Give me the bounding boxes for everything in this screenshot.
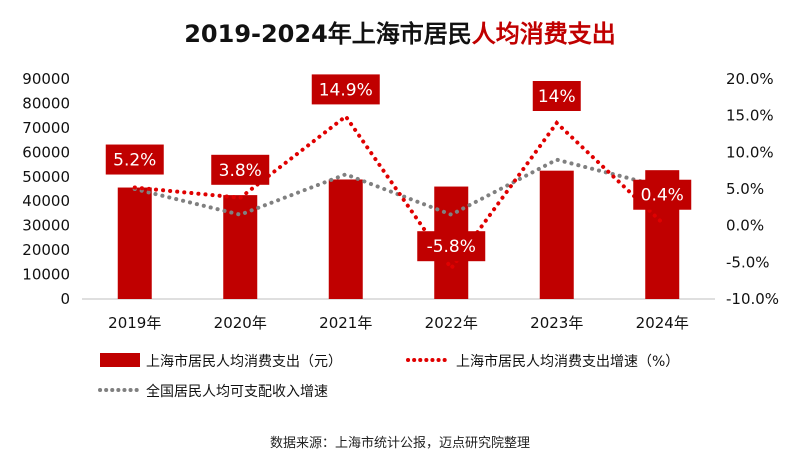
y-right-tick-label: -5.0% xyxy=(726,253,770,271)
data-label-box xyxy=(105,144,164,175)
y-left-tick-label: 40000 xyxy=(22,192,70,210)
y-left-tick-label: 90000 xyxy=(22,70,70,88)
x-tick-label: 2024年 xyxy=(636,314,689,332)
y-right-tick-label: 15.0% xyxy=(726,107,774,125)
y-right-tick-label: 5.0% xyxy=(726,180,764,198)
bar-consumption xyxy=(539,170,574,299)
legend-swatch-bar xyxy=(100,353,140,367)
y-left-tick-label: 70000 xyxy=(22,119,70,137)
data-label-box xyxy=(311,74,380,105)
bar-consumption xyxy=(117,187,152,299)
y-left-tick-label: 20000 xyxy=(22,241,70,259)
x-tick-label: 2019年 xyxy=(108,314,161,332)
data-label-growth: -5.8% xyxy=(427,237,476,257)
y-left-tick-label: 0 xyxy=(60,290,70,308)
data-label-box xyxy=(211,154,270,185)
y-right-tick-label: 0.0% xyxy=(726,217,764,235)
y-right-tick-label: -10.0% xyxy=(726,290,779,308)
y-left-tick-label: 60000 xyxy=(22,143,70,161)
data-label-growth: 5.2% xyxy=(113,151,156,171)
x-tick-label: 2020年 xyxy=(214,314,267,332)
data-label-growth: 0.4% xyxy=(641,186,684,206)
y-left-tick-label: 80000 xyxy=(22,94,70,112)
y-right-tick-label: 20.0% xyxy=(726,70,774,88)
data-label-box xyxy=(417,231,486,262)
y-left-tick-label: 50000 xyxy=(22,168,70,186)
y-left-tick-label: 10000 xyxy=(22,266,70,284)
x-tick-label: 2021年 xyxy=(319,314,372,332)
chart-title: 2019-2024年上海市居民人均消费支出 xyxy=(0,14,800,49)
x-tick-label: 2022年 xyxy=(425,314,478,332)
y-right-tick-label: 10.0% xyxy=(726,143,774,161)
chart-title-highlight: 人均消费支出 xyxy=(471,20,616,48)
data-source-note: 数据来源：上海市统计公报，迈点研究院整理 xyxy=(269,436,530,451)
legend-label-national-growth: 全国居民人均可支配收入增速 xyxy=(146,383,328,400)
y-left-tick-label: 30000 xyxy=(22,217,70,235)
bar-consumption xyxy=(223,195,258,299)
x-tick-label: 2023年 xyxy=(530,314,583,332)
data-label-growth: 3.8% xyxy=(219,161,262,181)
legend-label-shanghai-growth: 上海市居民人均消费支出增速（%） xyxy=(456,353,679,370)
legend-label-consumption: 上海市居民人均消费支出（元） xyxy=(146,353,342,370)
data-label-growth: 14% xyxy=(538,87,576,107)
line-shanghai-consumption-growth xyxy=(132,113,665,272)
data-label-box xyxy=(633,179,692,210)
bar-consumption xyxy=(328,179,363,299)
chart-title-prefix: 2019-2024年上海市居民 xyxy=(184,20,472,48)
data-label-box xyxy=(532,81,581,111)
data-label-growth: 14.9% xyxy=(319,80,373,100)
chart-svg: 90000 80000 70000 60000 50000 40000 30000 20000… xyxy=(22,70,779,400)
